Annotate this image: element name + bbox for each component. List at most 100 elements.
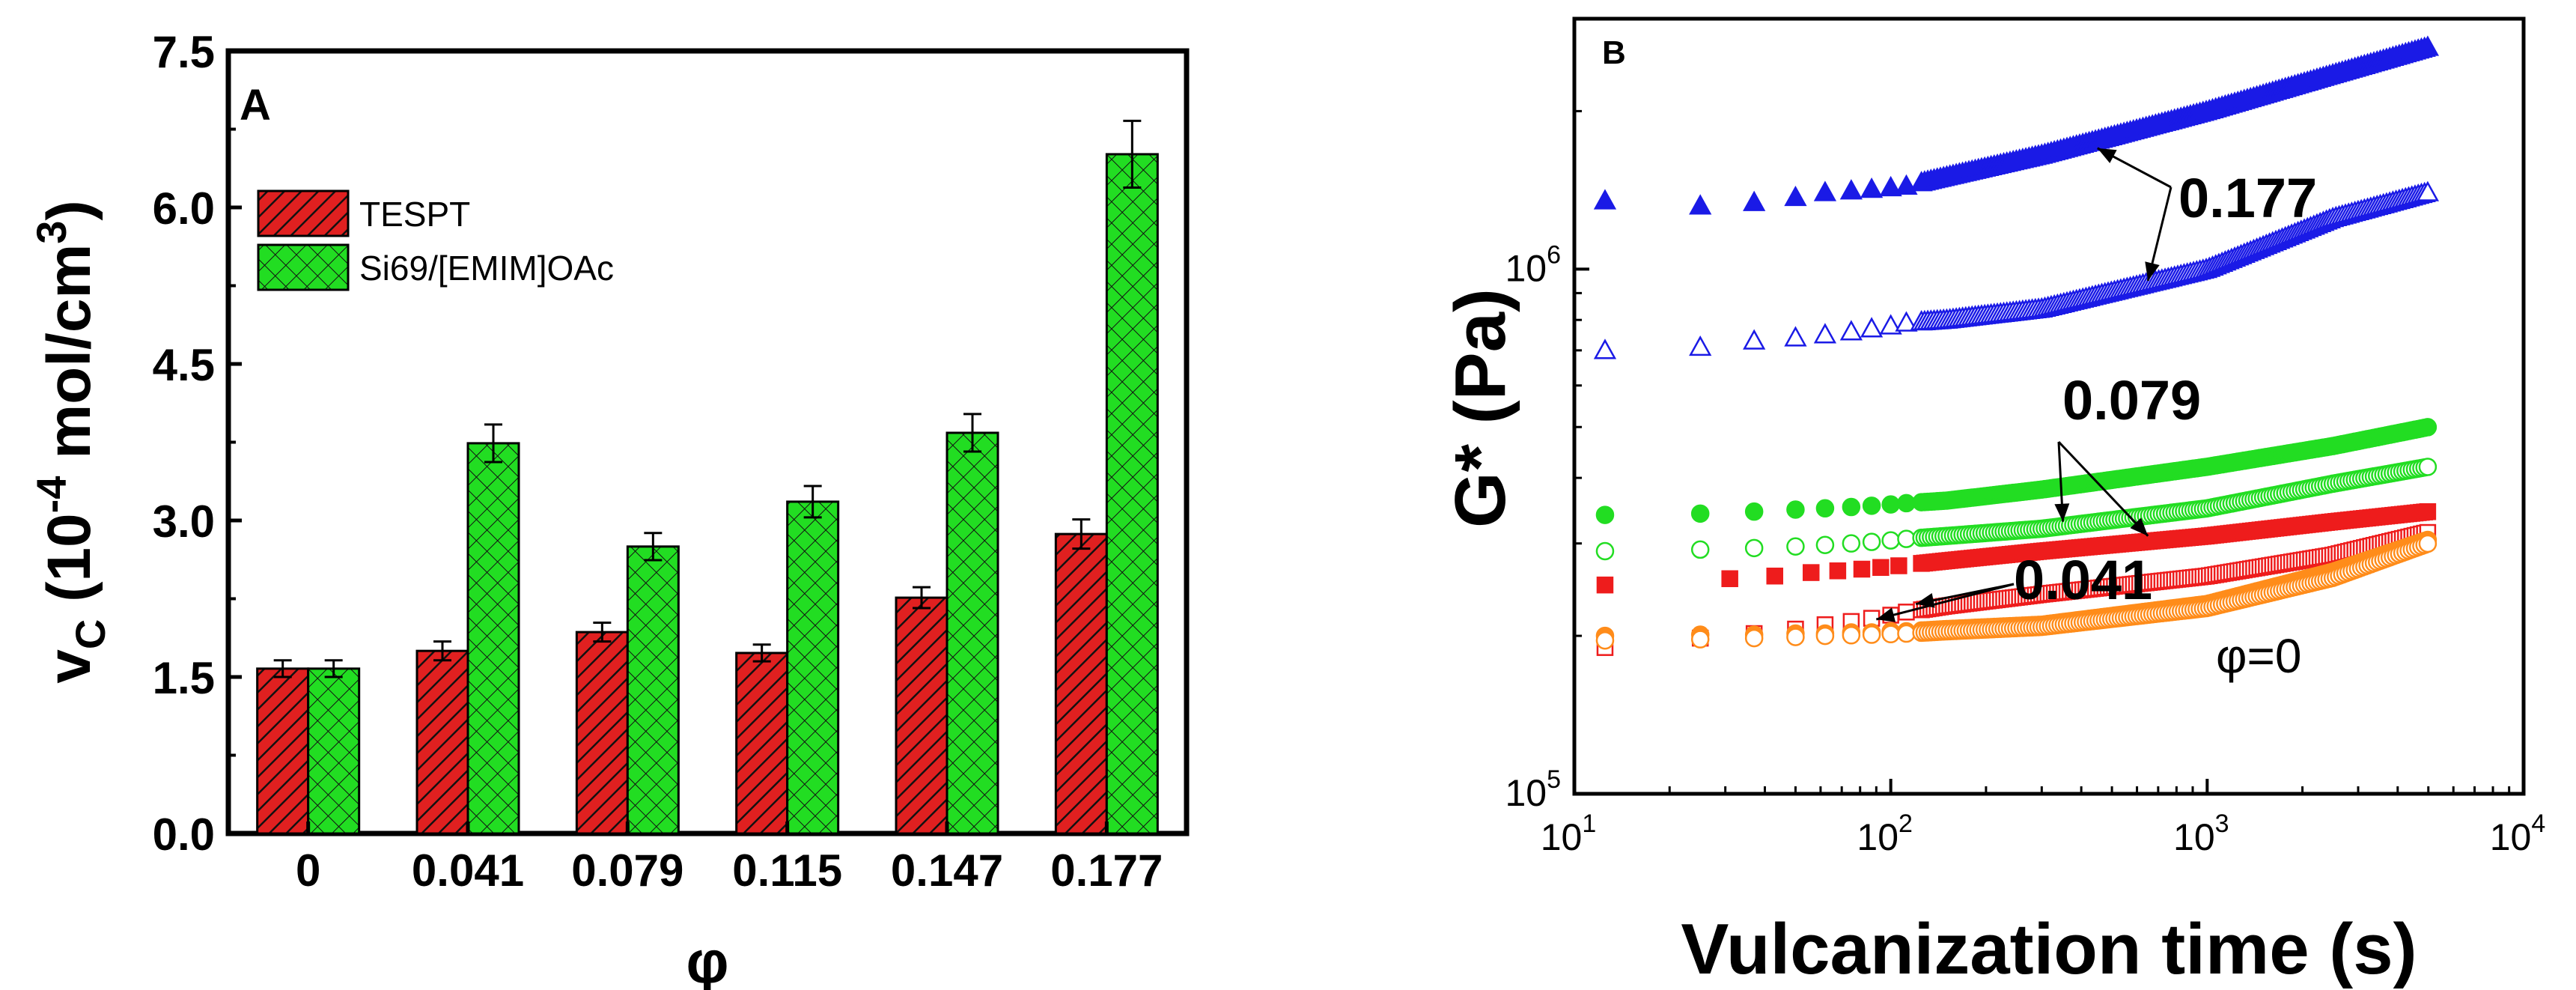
y-axis-label-main: v xyxy=(35,649,103,684)
data-point xyxy=(1842,497,1861,517)
legend: TESPT Si69/[EMIM]OAc xyxy=(257,189,614,291)
annotation-arrowhead xyxy=(2097,148,2117,163)
data-point xyxy=(1881,625,1900,644)
data-point xyxy=(1815,499,1835,518)
data-point xyxy=(1593,189,1617,210)
y-axis-units-middle: mol/cm xyxy=(35,244,103,476)
data-point xyxy=(1813,323,1837,344)
y-axis-units-exponent-2: 3 xyxy=(28,221,75,244)
bar xyxy=(575,631,629,835)
data-point xyxy=(1802,564,1820,581)
data-point xyxy=(1829,562,1847,580)
data-point xyxy=(1862,625,1881,644)
data-point xyxy=(2419,502,2437,520)
x-tick-label: 0.147 xyxy=(891,845,1003,896)
bar-series xyxy=(256,119,1159,835)
data-point xyxy=(1813,180,1837,201)
data-point xyxy=(1690,504,1710,523)
data-point xyxy=(1815,626,1835,646)
data-point xyxy=(1786,537,1805,556)
data-point xyxy=(1895,311,1918,332)
bar-chart-panel: 0.0 1.5 3.0 4.5 6.0 7.5 0 0.041 0.079 0.115 0.147… xyxy=(28,27,1190,990)
legend-swatch-tespt xyxy=(257,189,350,237)
x-tick-label: 101 xyxy=(1541,810,1597,858)
data-point xyxy=(1860,177,1884,198)
data-point xyxy=(1784,326,1807,347)
x-tick-label: 0.079 xyxy=(571,845,683,896)
y-tick-label: 7.5 xyxy=(153,27,215,77)
data-point xyxy=(1890,557,1907,574)
y-tick-label: 4.5 xyxy=(153,340,215,390)
legend-label-tespt: TESPT xyxy=(359,195,470,234)
data-point xyxy=(1786,500,1805,519)
data-point xyxy=(1897,494,1916,513)
data-point xyxy=(2416,180,2440,201)
data-point xyxy=(1862,496,1881,515)
data-point xyxy=(1815,535,1835,554)
panel-label: A xyxy=(240,81,271,130)
legend-label-si69: Si69/[EMIM]OAc xyxy=(359,249,614,288)
data-point xyxy=(2418,534,2438,553)
annotation-arrow xyxy=(2057,440,2149,537)
bar xyxy=(415,649,469,835)
y-tick-label: 6.0 xyxy=(153,183,215,234)
bar xyxy=(895,596,949,835)
panel-label: B xyxy=(1602,34,1626,71)
y-tick-label: 105 xyxy=(1505,765,1561,814)
y-axis-ticks: 0.0 1.5 3.0 4.5 6.0 7.5 xyxy=(153,27,242,860)
bar xyxy=(626,545,680,835)
plot-frame xyxy=(225,48,1190,836)
x-tick-label: 0 xyxy=(296,845,320,896)
data-point xyxy=(1690,540,1710,559)
data-point xyxy=(1879,314,1902,335)
data-point xyxy=(1839,320,1863,341)
data-point xyxy=(1689,335,1712,356)
x-tick-label: 0.041 xyxy=(412,845,524,896)
data-point xyxy=(1897,529,1916,548)
data-point xyxy=(1595,541,1615,561)
data-point xyxy=(1853,560,1871,578)
y-axis-label: G* (Pa) xyxy=(1440,288,1520,528)
y-axis-units-suffix: ) xyxy=(35,200,103,220)
data-point xyxy=(1595,631,1615,650)
data-point xyxy=(1862,532,1881,551)
data-point xyxy=(1743,190,1766,211)
annotation-label: φ=0 xyxy=(2216,629,2301,683)
y-tick-label: 0.0 xyxy=(153,810,215,860)
bar xyxy=(466,442,520,835)
annotation-label: 0.041 xyxy=(2014,549,2152,611)
bar xyxy=(786,500,840,835)
x-axis-label: φ xyxy=(686,929,728,990)
data-point xyxy=(1842,534,1861,553)
x-tick-label: 0.177 xyxy=(1050,845,1163,896)
data-point xyxy=(1879,175,1902,197)
scatter-series xyxy=(1593,35,2440,656)
y-tick-label: 1.5 xyxy=(153,653,215,703)
x-tick-label: 0.115 xyxy=(732,845,842,896)
annotation-label: 0.079 xyxy=(2062,369,2201,431)
y-axis-units-prefix: (10 xyxy=(35,513,103,602)
data-point xyxy=(1842,626,1861,645)
annotation-arrowhead xyxy=(1916,592,1935,608)
data-point xyxy=(1721,570,1738,588)
data-point xyxy=(1744,538,1764,558)
x-axis-label: Vulcanization time (s) xyxy=(1681,909,2417,989)
annotation-arrowhead xyxy=(2054,503,2070,522)
data-point xyxy=(1593,338,1617,359)
axis-ticks: 101 102 103 104 105 106 xyxy=(1505,17,2545,858)
x-tick-label: 103 xyxy=(2173,810,2229,858)
data-point xyxy=(1872,559,1890,576)
annotation-arrowhead xyxy=(1876,607,1896,622)
annotation-arrow xyxy=(1875,583,2015,621)
data-point xyxy=(1786,628,1805,646)
data-point xyxy=(2418,458,2438,476)
bar xyxy=(735,652,789,835)
data-point xyxy=(1744,502,1764,521)
data-point xyxy=(1743,329,1766,350)
bar xyxy=(256,667,310,835)
legend-swatch-si69 xyxy=(257,243,350,291)
y-axis-units-exponent: -4 xyxy=(28,476,75,514)
bar xyxy=(1105,153,1159,835)
y-axis-label: vC (10-4 mol/cm3) xyxy=(28,200,114,684)
